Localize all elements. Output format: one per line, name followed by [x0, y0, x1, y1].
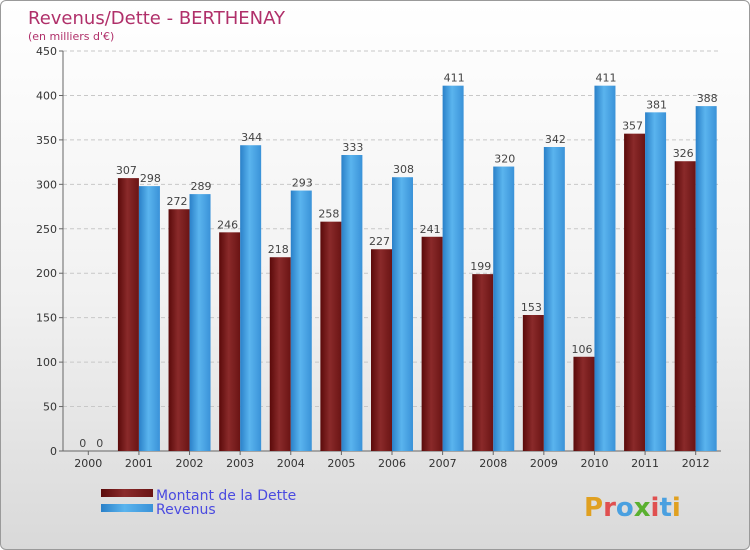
data-label-revenus: 411 [595, 72, 616, 85]
x-tick-label: 2010 [580, 457, 608, 470]
y-tick-label: 0 [50, 445, 57, 458]
data-label-revenus: 342 [545, 133, 566, 146]
data-label-debt: 357 [622, 120, 643, 133]
bar-debt [624, 133, 646, 451]
y-tick-label: 300 [36, 178, 57, 191]
proxiti-logo: Proxiti [584, 493, 681, 523]
bar-debt [219, 232, 241, 451]
data-label-revenus: 388 [697, 92, 718, 105]
x-tick-label: 2001 [125, 457, 153, 470]
bar-revenus [240, 145, 262, 451]
bar-debt [117, 178, 139, 451]
data-label-revenus: 320 [494, 153, 515, 166]
data-label-revenus: 293 [292, 177, 313, 190]
bar-revenus [189, 194, 211, 451]
logo-text: Proxiti [584, 493, 681, 523]
y-tick-label: 350 [36, 134, 57, 147]
bar-debt [371, 249, 392, 451]
x-tick-label: 2009 [530, 457, 558, 470]
bar-revenus [645, 112, 667, 451]
y-tick-label: 400 [36, 89, 57, 102]
x-tick-label: 2005 [327, 457, 355, 470]
data-label-revenus: 308 [393, 163, 414, 176]
data-label-debt: 307 [116, 164, 137, 177]
bar-debt [269, 257, 291, 451]
x-tick-label: 2011 [631, 457, 659, 470]
bar-debt [472, 274, 494, 451]
data-label-debt: 199 [470, 260, 491, 273]
bar-revenus [341, 155, 363, 451]
data-label-revenus: 411 [444, 72, 465, 85]
chart-subtitle: (en milliers d'€) [28, 30, 114, 43]
data-label-debt: 241 [420, 223, 441, 236]
y-tick-label: 250 [36, 223, 57, 236]
x-tick-label: 2003 [226, 457, 254, 470]
data-label-debt: 258 [318, 208, 339, 221]
x-tick-label: 2004 [277, 457, 305, 470]
bar-revenus [392, 177, 413, 451]
y-tick-label: 150 [36, 312, 57, 325]
bar-revenus [290, 190, 312, 452]
y-tick-label: 100 [36, 356, 57, 369]
bars [117, 85, 717, 452]
legend-swatch-debt [101, 489, 153, 497]
bar-revenus [138, 186, 160, 451]
data-label-revenus: 344 [241, 131, 262, 144]
data-label-debt: 272 [167, 195, 188, 208]
bar-debt [421, 236, 443, 451]
data-label-debt: 326 [673, 147, 694, 160]
y-tick-label: 450 [36, 45, 57, 58]
bar-revenus [442, 85, 464, 452]
bar-revenus [695, 106, 717, 451]
data-label-debt: 153 [521, 301, 542, 314]
data-label-debt: 218 [268, 243, 289, 256]
bar-debt [522, 315, 544, 451]
bar-revenus [543, 147, 565, 451]
bar-debt [168, 209, 190, 451]
data-label-debt: 0 [79, 437, 86, 450]
legend: Montant de la Dette Revenus [101, 488, 296, 518]
bar-debt [573, 356, 595, 451]
data-label-revenus: 0 [96, 437, 103, 450]
chart-title: Revenus/Dette - BERTHENAY [28, 8, 286, 29]
x-tick-label: 2012 [682, 457, 710, 470]
data-label-debt: 246 [217, 218, 238, 231]
data-label-debt: 227 [369, 235, 390, 248]
x-tick-label: 2006 [378, 457, 406, 470]
y-tick-label: 50 [43, 401, 57, 414]
data-label-debt: 106 [571, 343, 592, 356]
x-tick-label: 2007 [429, 457, 457, 470]
data-label-revenus: 381 [646, 98, 667, 111]
legend-swatch-revenus [101, 504, 153, 512]
y-tick-label: 200 [36, 267, 57, 280]
y-axis-ticks: 0 50 100 150 200 250 300 350 400 450 [36, 45, 57, 458]
x-tick-label: 2000 [74, 457, 102, 470]
x-axis-ticks: 2000 2001 2002 2003 2004 2005 2006 2007 2008 2009… [74, 451, 710, 470]
bar-revenus [594, 85, 616, 452]
x-tick-label: 2008 [479, 457, 507, 470]
x-tick-label: 2002 [176, 457, 204, 470]
bar-debt [674, 161, 696, 451]
data-label-revenus: 298 [140, 172, 161, 185]
bar-revenus [493, 166, 515, 452]
bar-debt [320, 221, 342, 451]
legend-label-revenus: Revenus [156, 502, 216, 518]
data-label-revenus: 289 [191, 180, 212, 193]
legend-label-debt: Montant de la Dette [156, 488, 296, 504]
data-label-revenus: 333 [342, 141, 363, 154]
